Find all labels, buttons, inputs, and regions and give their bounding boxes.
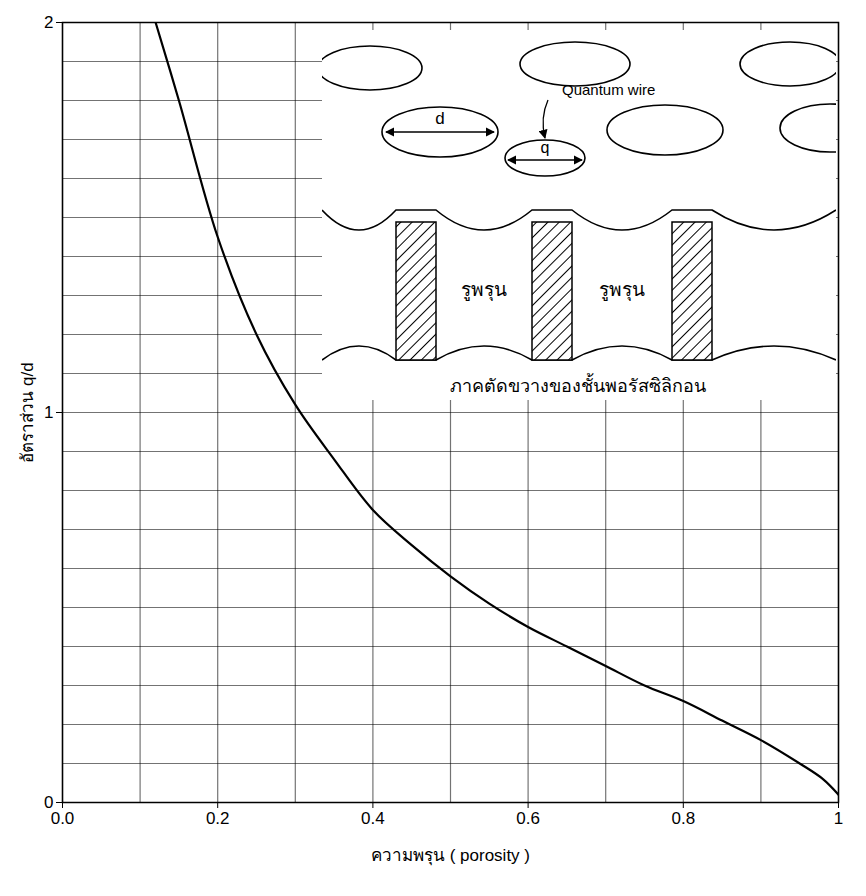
svg-text:d: d xyxy=(435,109,444,128)
svg-text:0.4: 0.4 xyxy=(361,809,385,828)
svg-text:1: 1 xyxy=(44,403,53,422)
svg-text:ภาคตัดขวางของชั้นพอรัสซิลิกอน: ภาคตัดขวางของชั้นพอรัสซิลิกอน xyxy=(450,373,706,396)
svg-text:อัตราส่วน q/d: อัตราส่วน q/d xyxy=(18,362,37,462)
svg-text:0.0: 0.0 xyxy=(51,809,75,828)
svg-text:0.6: 0.6 xyxy=(516,809,540,828)
svg-text:รูพรุน: รูพรุน xyxy=(599,279,645,302)
svg-text:q: q xyxy=(541,139,550,156)
svg-text:2: 2 xyxy=(44,13,53,32)
svg-text:0: 0 xyxy=(44,792,54,812)
svg-text:Quantum wire: Quantum wire xyxy=(562,81,655,98)
svg-text:1: 1 xyxy=(834,809,843,828)
svg-text:ความพรุน ( porosity ): ความพรุน ( porosity ) xyxy=(371,846,530,866)
svg-text:0.8: 0.8 xyxy=(671,809,695,828)
svg-text:รูพรุน: รูพรุน xyxy=(461,279,507,302)
svg-text:0.2: 0.2 xyxy=(206,809,230,828)
